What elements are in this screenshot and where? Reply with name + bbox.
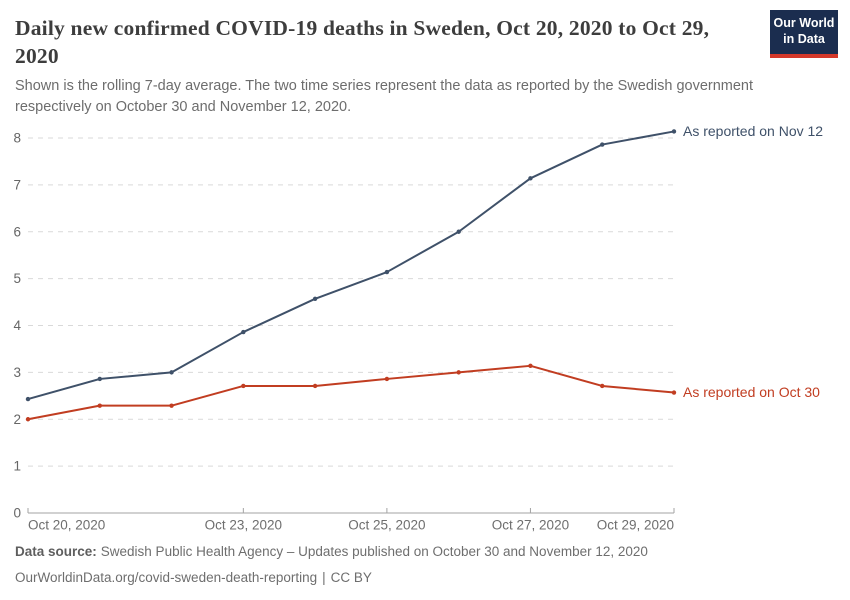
x-tick-label: Oct 23, 2020 (205, 518, 282, 533)
chart-canvas: 0 1 2 3 4 5 6 7 8 Oct 20, 2020 Oct 23, 2020 Oct 25,… (13, 123, 823, 533)
footer-separator: | (322, 570, 326, 586)
data-point-as-reported-on-nov-12 (384, 269, 390, 275)
data-source-line: Data source: Swedish Public Health Agency… (15, 543, 835, 561)
data-point-as-reported-on-nov-12 (169, 370, 174, 375)
owid-logo[interactable]: Our World in Data (770, 10, 838, 58)
data-point-as-reported-on-oct-30 (600, 383, 605, 389)
chart-footer: Data source: Swedish Public Health Agency… (15, 543, 835, 587)
data-point-as-reported-on-nov-12 (528, 176, 533, 181)
data-point-as-reported-on-nov-12 (600, 142, 605, 147)
data-point-as-reported-on-oct-30 (169, 403, 174, 408)
y-tick-label: 5 (13, 271, 21, 286)
data-point-as-reported-on-oct-30 (312, 383, 318, 389)
line-as-reported-on-nov-12 (27, 130, 675, 401)
data-source-text: Swedish Public Health Agency – Updates p… (100, 544, 648, 559)
y-tick-label: 6 (13, 224, 21, 239)
series-label-as-reported-on-oct-30: As reported on Oct 30 (683, 384, 820, 400)
data-point-as-reported-on-nov-12 (25, 396, 31, 402)
y-tick-label: 4 (13, 318, 21, 333)
attribution-line: OurWorldinData.org/covid-sweden-death-re… (15, 569, 835, 587)
owid-logo-text-line1: Our World (773, 16, 835, 30)
data-point-as-reported-on-nov-12 (312, 296, 318, 301)
owid-url-link[interactable]: OurWorldinData.org/covid-sweden-death-re… (15, 570, 318, 586)
y-tick-label: 2 (13, 412, 21, 427)
chart-subtitle: Shown is the rolling 7-day average. The … (15, 78, 754, 116)
y-tick-label: 0 (13, 506, 21, 521)
owid-logo-text-line2: in Data (783, 32, 825, 47)
data-point-as-reported-on-oct-30 (25, 417, 31, 422)
data-point-as-reported-on-oct-30 (97, 403, 102, 408)
data-point-as-reported-on-oct-30 (384, 376, 390, 382)
data-point-as-reported-on-oct-30 (241, 383, 246, 389)
data-point-as-reported-on-oct-30 (671, 390, 677, 395)
y-tick-label: 7 (13, 177, 21, 192)
series-label-as-reported-on-nov-12: As reported on Nov 12 (683, 123, 823, 139)
line-chart: 0 1 2 3 4 5 6 7 8 Oct 20, 2020 Oct 23, 2020 Oct 25,… (0, 118, 850, 540)
x-tick-label: Oct 25, 2020 (348, 518, 425, 533)
x-tick-label: Oct 20, 2020 (28, 518, 105, 533)
page-title: Daily new confirmed COVID-19 deaths in S… (15, 16, 710, 69)
data-point-as-reported-on-nov-12 (671, 129, 677, 134)
y-tick-label: 8 (13, 131, 21, 146)
data-source-label: Data source: (15, 544, 97, 559)
data-point-as-reported-on-oct-30 (456, 370, 461, 375)
x-tick-label: Oct 29, 2020 (597, 518, 674, 533)
data-point-as-reported-on-nov-12 (241, 329, 246, 335)
data-point-as-reported-on-nov-12 (97, 376, 102, 382)
line-as-reported-on-oct-30 (27, 364, 675, 421)
y-tick-label: 1 (13, 459, 21, 474)
data-point-as-reported-on-nov-12 (456, 229, 461, 234)
owid-logo-red-stripe (770, 53, 838, 58)
license-label: CC BY (330, 570, 372, 586)
y-tick-label: 3 (13, 365, 21, 380)
data-point-as-reported-on-oct-30 (528, 363, 533, 369)
x-tick-label: Oct 27, 2020 (492, 518, 569, 533)
